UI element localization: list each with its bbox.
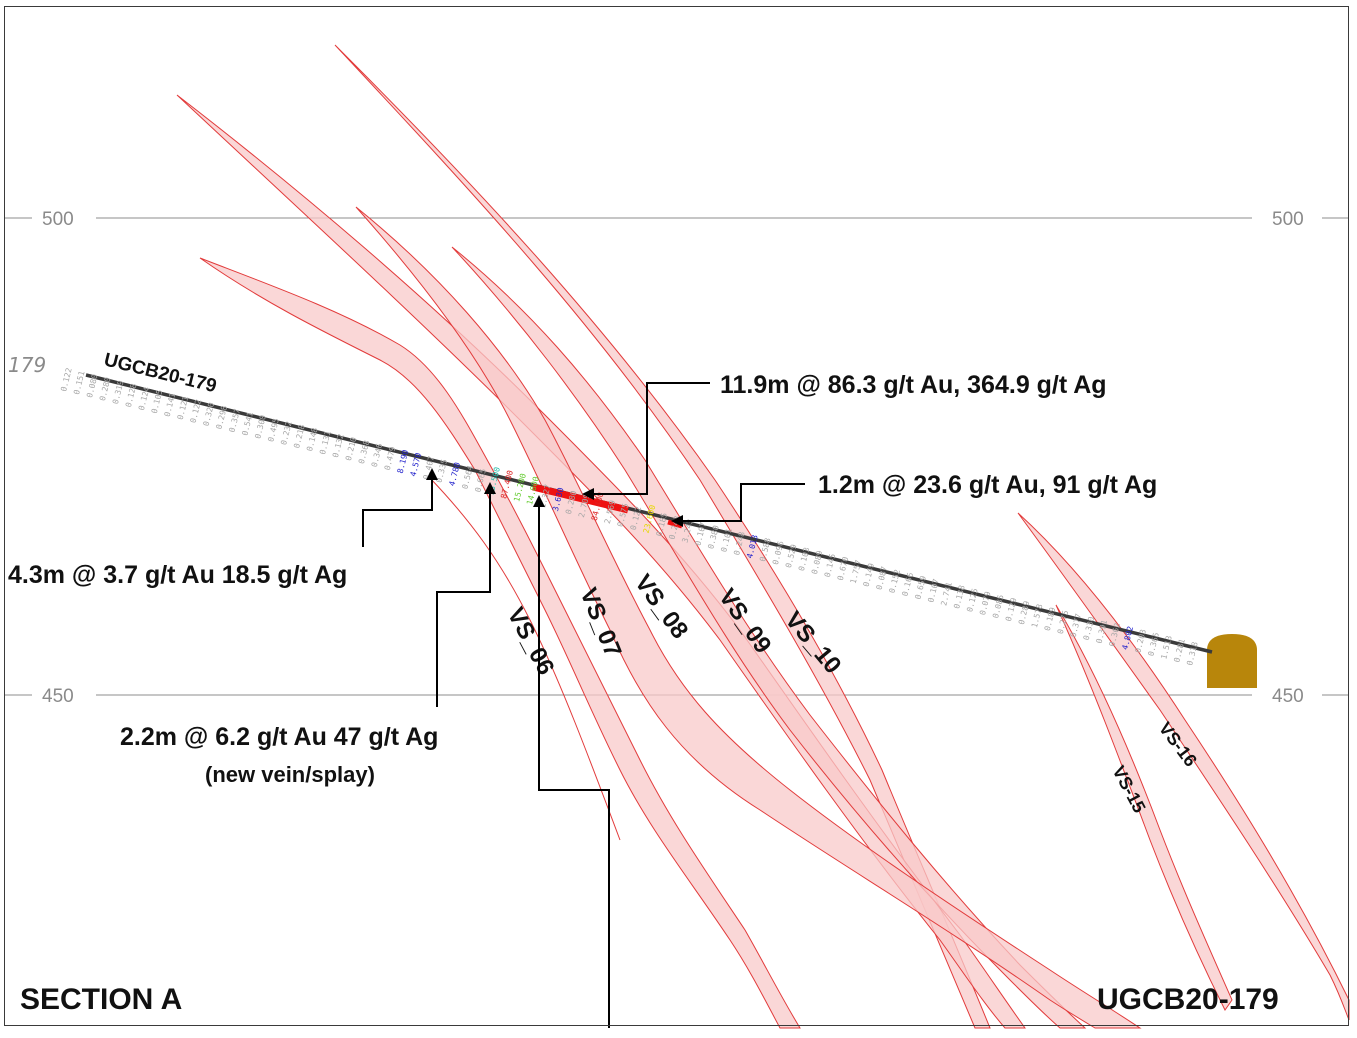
- vein-bodies: [176, 44, 1350, 1029]
- assay-value: 0.122: [59, 367, 74, 393]
- vein-vs15-body: [1055, 604, 1233, 1011]
- callout-2.2m-note: (new vein/splay): [205, 762, 375, 787]
- callout-leader-4.3m: [362, 468, 438, 547]
- vein-vs16-body: [1017, 512, 1350, 1021]
- elevation-label-right: 500: [1272, 209, 1304, 230]
- callout-1.2m: 1.2m @ 23.6 g/t Au, 91 g/t Ag: [818, 471, 1157, 499]
- callout-leader-2.2m: [436, 482, 496, 707]
- callout-leader-11.9m: [582, 382, 710, 500]
- vein-vs10-body: [334, 44, 991, 1029]
- callout-11.9m: 11.9m @ 86.3 g/t Au, 364.9 g/t Ag: [720, 371, 1107, 399]
- elevation-label-right: 450: [1272, 686, 1304, 707]
- assay-value: 0.151: [72, 370, 87, 396]
- callout-leaders: [362, 382, 805, 1028]
- callout-4.3m: 4.3m @ 3.7 g/t Au 18.5 g/t Ag: [8, 561, 347, 589]
- section-title: SECTION A: [20, 983, 182, 1016]
- elevation-label-left: 450: [42, 686, 74, 707]
- hole-id-footer: UGCB20-179: [1097, 983, 1279, 1016]
- elevation-500-gridline: 500 500: [4, 209, 1349, 230]
- elevation-label-left: 500: [42, 209, 74, 230]
- vein-vs06-splay: [429, 477, 621, 841]
- drill-hole-trace: [85, 373, 1213, 654]
- vein-vs07-body: [355, 206, 1142, 1029]
- hole-collar-label: 179: [8, 353, 46, 377]
- callout-texts: 11.9m @ 86.3 g/t Au, 364.9 g/t Ag 1.2m @…: [8, 371, 1157, 787]
- callout-2.2m: 2.2m @ 6.2 g/t Au 47 g/t Ag: [120, 723, 438, 751]
- callout-leader-main: [533, 495, 610, 1028]
- callout-leader-1.2m: [671, 483, 805, 527]
- tunnel-icon: [1207, 634, 1257, 688]
- high-grade-intercept: [532, 483, 629, 514]
- vein-vs08-body: [451, 246, 1087, 1029]
